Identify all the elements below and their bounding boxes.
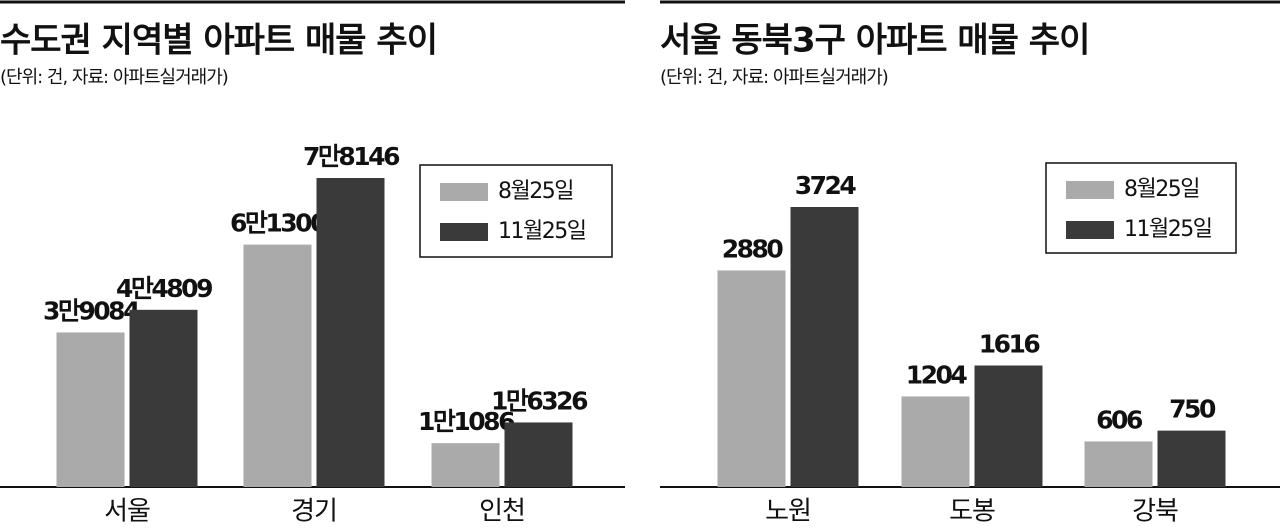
bar <box>316 178 385 487</box>
bar <box>56 332 125 487</box>
chart-subtitle: (단위: 건, 자료: 아파트실거래가) <box>660 67 888 88</box>
legend-swatch <box>1066 221 1114 239</box>
data-label: 750 <box>1169 395 1216 424</box>
data-label: 606 <box>1096 405 1143 434</box>
data-label: 2880 <box>722 234 784 263</box>
bar <box>431 443 500 487</box>
bar <box>790 207 859 487</box>
bar <box>974 365 1043 487</box>
bar <box>504 422 573 487</box>
data-label: 1만6326 <box>491 386 588 415</box>
bar <box>717 270 786 487</box>
legend-label: 11월25일 <box>498 219 586 244</box>
x-tick-label: 인천 <box>479 497 525 527</box>
data-label: 6만1300 <box>230 209 327 238</box>
data-label: 1204 <box>906 360 968 389</box>
legend-swatch <box>440 223 488 241</box>
data-label: 7만8146 <box>303 142 400 171</box>
legend-swatch <box>440 183 488 201</box>
chart-subtitle: (단위: 건, 자료: 아파트실거래가) <box>0 67 228 88</box>
x-tick-label: 강북 <box>1132 497 1178 527</box>
legend-label: 11월25일 <box>1124 217 1212 242</box>
data-label: 1만1086 <box>418 407 515 436</box>
data-label: 3724 <box>795 171 857 200</box>
legend-label: 8월25일 <box>498 179 573 204</box>
legend-swatch <box>1066 181 1114 199</box>
bar <box>129 309 198 487</box>
x-tick-label: 도봉 <box>949 497 995 527</box>
x-tick-label: 경기 <box>291 497 337 527</box>
bar <box>901 396 970 487</box>
chart-title: 서울 동북3구 아파트 매물 추이 <box>660 21 1089 61</box>
bar <box>1084 441 1153 487</box>
bar <box>1157 430 1226 487</box>
legend-box <box>419 164 613 258</box>
legend-label: 8월25일 <box>1124 177 1199 202</box>
legend-box <box>1045 162 1237 254</box>
chart-title: 수도권 지역별 아파트 매물 추이 <box>0 21 437 61</box>
x-tick-label: 노원 <box>765 497 811 527</box>
data-label: 1616 <box>979 329 1041 358</box>
data-label: 4만4809 <box>116 274 212 303</box>
x-tick-label: 서울 <box>104 497 150 527</box>
data-label: 3만9084 <box>43 296 140 325</box>
bar <box>243 244 312 487</box>
